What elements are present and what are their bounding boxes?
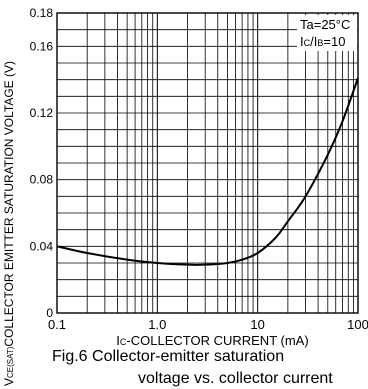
x-tick-label: 100 [347, 317, 368, 332]
annotation-temperature: Ta=25°C [300, 17, 350, 32]
y-tick-label: 0.12 [30, 106, 54, 120]
x-tick-label: 1.0 [148, 317, 166, 332]
figure-caption-line1: Fig.6 Collector-emitter saturation [52, 348, 285, 365]
y-tick-label: 0 [46, 306, 53, 320]
x-axis-label-main: -COLLECTOR CURRENT (mA) [126, 333, 308, 348]
y-tick-label: 0.08 [30, 173, 54, 187]
x-tick-label: 10 [250, 317, 264, 332]
x-tick-labels: 0.1 1.0 10 100 [48, 317, 368, 332]
x-axis-label-sub: C [120, 337, 127, 347]
annotation-ratio-value: =10 [323, 34, 345, 49]
annotation-sub-b: B [317, 38, 323, 48]
figure-caption-line2: voltage vs. collector current [138, 370, 333, 387]
y-axis-label-main: COLLECTOR EMITTER SATURATION VOLTAGE (V) [2, 61, 16, 347]
annotation-background [297, 15, 357, 51]
plot-frame [56, 12, 359, 314]
y-tick-label: 0.04 [30, 239, 54, 253]
y-tick-label: 0.16 [30, 39, 54, 53]
grid-lines [57, 13, 358, 313]
series-line [56, 77, 359, 266]
x-axis-label: IC-COLLECTOR CURRENT (mA) [116, 333, 308, 348]
annotation-sub-c: C [304, 38, 311, 48]
y-axis-label-sub: CE(SAT) [6, 346, 15, 378]
y-axis-label: VCE(SAT)COLLECTOR EMITTER SATURATION VOL… [2, 61, 16, 386]
annotation-box: Ta=25°C IC/IB=10 [297, 15, 357, 51]
y-tick-label: 0.18 [30, 6, 54, 20]
annotation-current-ratio: IC/IB=10 [300, 34, 345, 49]
x-tick-label: 0.1 [48, 317, 66, 332]
y-tick-labels: 0 0.04 0.08 0.12 0.16 0.18 [30, 6, 54, 320]
